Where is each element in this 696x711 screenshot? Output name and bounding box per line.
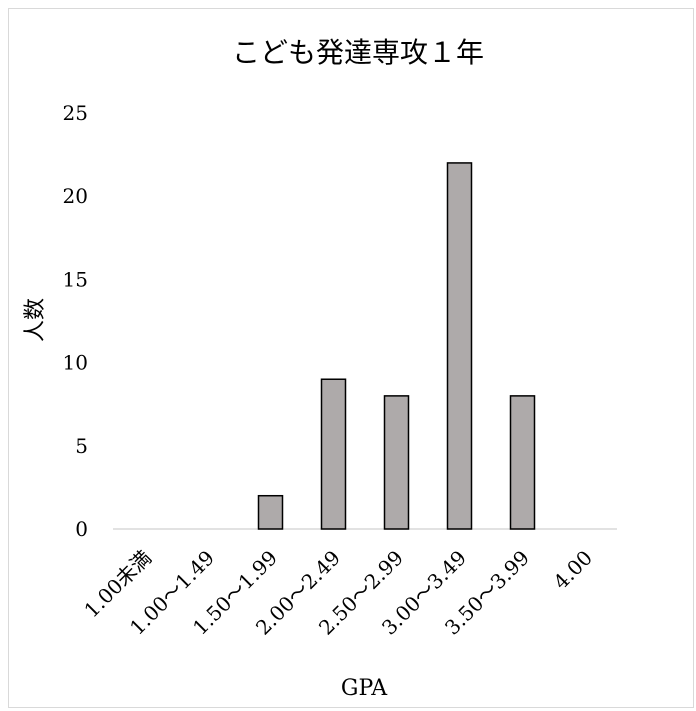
y-tick-label: 0 — [75, 517, 88, 541]
x-axis-label: GPA — [341, 676, 388, 701]
bars — [257, 162, 536, 530]
y-axis-ticks: 0 5 10 15 20 25 — [63, 101, 88, 541]
x-axis-ticks: 1.00未満1.00～1.491.50～1.992.00～2.492.50～2.… — [79, 546, 597, 640]
y-tick-label: 25 — [63, 101, 88, 125]
y-tick-label: 15 — [63, 267, 88, 291]
bar — [509, 395, 536, 530]
chart-title: こども発達専攻１年 — [232, 36, 484, 69]
x-tick-label: 4.00 — [549, 546, 597, 594]
chart-frame — [8, 8, 694, 708]
bar — [446, 162, 473, 530]
y-axis-label: 人数 — [23, 298, 48, 342]
y-tick-label: 5 — [75, 434, 88, 458]
y-tick-label: 10 — [63, 351, 88, 375]
bar — [383, 395, 410, 530]
bar — [257, 494, 284, 530]
bar — [320, 378, 347, 530]
y-tick-label: 20 — [63, 184, 88, 208]
